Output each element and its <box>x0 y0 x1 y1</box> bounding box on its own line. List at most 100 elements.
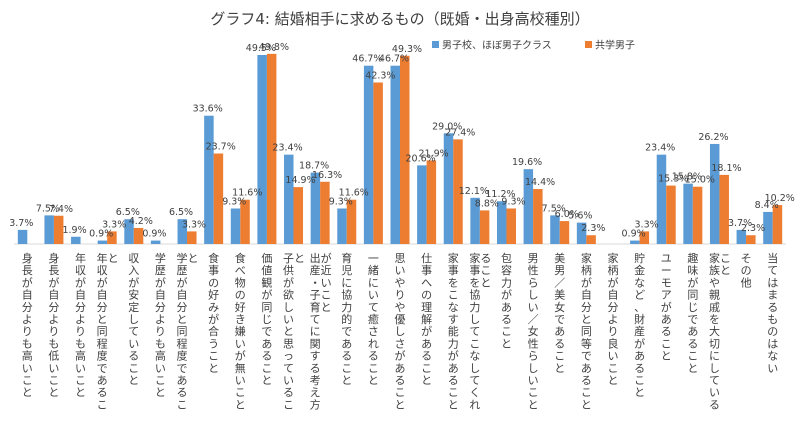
bar-s2-16 <box>426 160 437 244</box>
category-label-18: 家事を協力してこなしてくれること <box>469 251 491 411</box>
data-label-s1-7: 6.5% <box>169 207 193 218</box>
bar-s2-17 <box>453 139 463 244</box>
data-label-s1-16: 20.6% <box>406 153 436 164</box>
legend: 男子校、ほぼ男子クラス 共学男子 <box>432 39 635 52</box>
bar-s1-24 <box>630 240 640 244</box>
bar-s1-7 <box>177 219 188 244</box>
data-label-s2-24: 3.3% <box>635 219 659 230</box>
data-label-s1-5: 6.5% <box>116 207 140 218</box>
data-label-s1-3: 1.9% <box>62 225 86 236</box>
category-label-29: 当てはまるものはない <box>767 251 778 375</box>
category-label-3: 年収が自分よりも高いこと <box>75 251 86 399</box>
data-label-s2-14: 42.3% <box>365 70 395 81</box>
bar-s1-4 <box>97 240 108 244</box>
data-label-s2-19: 9.3% <box>501 196 525 207</box>
data-label-s1-28: 3.7% <box>728 218 752 229</box>
data-label-s2-11: 14.9% <box>285 175 315 186</box>
bar-s2-18 <box>479 210 490 244</box>
bar-s1-27 <box>709 143 720 244</box>
legend-label-2: 共学男子 <box>595 39 635 52</box>
category-labels-group: 身長が自分よりも高いこと 身長が自分よりも低いこと 年収が自分よりも高いこと年収が自… <box>22 251 778 411</box>
legend-swatch-1 <box>432 41 439 48</box>
category-label-21: 美男／美女であること <box>554 252 565 375</box>
bar-s1-13 <box>337 208 347 244</box>
bar-s1-22 <box>576 222 587 244</box>
bar-s1-8 <box>204 115 214 245</box>
data-label-s1-9: 9.3% <box>222 196 246 207</box>
bar-s1-21 <box>550 215 560 244</box>
bar-s1-19 <box>496 201 507 244</box>
bar-s2-14 <box>373 82 383 245</box>
data-label-s2-2: 7.4% <box>49 204 73 215</box>
category-label-22: 家柄が自分と同等であること <box>581 251 592 411</box>
data-label-s2-15: 49.3% <box>392 44 422 55</box>
data-label-s1-1: 3.7% <box>9 218 33 229</box>
data-label-s2-16: 21.9% <box>419 148 449 159</box>
data-label-s2-10: 49.8% <box>259 42 289 53</box>
data-label-s1-2: 7.5% <box>36 203 60 214</box>
data-label-s2-8: 23.7% <box>206 142 236 153</box>
bar-s2-7 <box>187 231 197 244</box>
data-label-s1-27: 26.2% <box>698 132 728 143</box>
category-label-9: 食べ物の好き嫌いが無いこと <box>235 251 246 411</box>
data-label-s1-20: 19.6% <box>512 157 542 168</box>
data-label-s1-24: 0.9% <box>622 229 646 240</box>
category-label-19: 包容力があること <box>501 252 512 350</box>
bars-group <box>17 53 783 245</box>
bar-s2-21 <box>559 221 570 244</box>
data-label-s1-12: 18.7% <box>299 161 329 172</box>
category-label-28: その他 <box>741 252 752 289</box>
bar-s1-10 <box>257 55 267 244</box>
category-label-20: 男性らしい／女性らしいこと <box>528 252 539 411</box>
bar-s2-26 <box>692 186 703 244</box>
data-label-s1-4: 0.9% <box>89 229 113 240</box>
category-label-11: 子供が欲しいと思っていること <box>283 252 305 411</box>
bar-s2-27 <box>719 174 729 244</box>
category-label-26: 趣味が同じであること <box>687 251 698 375</box>
data-label-s2-7: 3.3% <box>182 219 206 230</box>
category-label-12: 出産・子育てに関する考え方が近いこと <box>310 251 332 411</box>
bar-s1-28 <box>736 229 747 244</box>
data-label-s2-12: 16.3% <box>312 170 342 181</box>
category-label-5: 収入が安定していること <box>128 252 139 387</box>
bar-s2-19 <box>506 208 516 244</box>
data-label-s2-4: 3.3% <box>102 219 126 230</box>
data-label-s2-17: 27.4% <box>445 127 475 138</box>
bar-s2-13 <box>346 199 357 244</box>
bar-s1-15 <box>390 65 400 244</box>
data-label-s2-21: 6.0% <box>555 209 579 220</box>
data-label-s2-27: 18.1% <box>711 163 741 174</box>
bar-s1-17 <box>443 133 454 244</box>
bar-s2-11 <box>293 187 304 244</box>
bar-s1-26 <box>683 183 693 244</box>
data-label-s1-25: 23.4% <box>645 143 675 154</box>
data-label-s2-18: 8.8% <box>475 198 499 209</box>
data-label-s2-29: 10.2% <box>765 193 795 204</box>
bar-s2-25 <box>666 185 676 244</box>
data-label-s1-10: 49.5% <box>246 43 276 54</box>
data-label-s1-17: 29.0% <box>432 121 462 132</box>
category-label-8: 食事の好みが合うこと <box>208 251 219 375</box>
bar-s2-12 <box>320 181 330 244</box>
category-label-10: 価値観が同じであること <box>261 252 272 387</box>
category-label-24: 貯金など、財産があること <box>634 252 645 399</box>
data-label-s2-22: 2.3% <box>581 223 605 234</box>
category-label-2: 身長が自分よりも低いこと <box>48 251 59 399</box>
bar-s1-2 <box>44 215 54 244</box>
data-label-s1-21: 7.5% <box>542 203 566 214</box>
data-label-s2-5: 4.2% <box>129 216 153 227</box>
category-label-1: 身長が自分よりも高いこと <box>22 251 33 399</box>
data-label-s1-6: 0.9% <box>142 229 166 240</box>
data-label-s1-13: 9.3% <box>329 196 353 207</box>
bar-s2-4 <box>107 231 117 244</box>
category-label-16: 仕事への理解があること <box>421 252 432 387</box>
data-label-s2-20: 14.4% <box>525 177 555 188</box>
data-label-s2-13: 11.6% <box>339 188 369 199</box>
data-labels-group: 3.7%7.5%7.4%1.9% 0.9%3.3%6.5%4.2%0.9%6.5%… <box>9 42 795 240</box>
bar-s1-14 <box>363 65 374 244</box>
bar-s2-9 <box>240 199 250 244</box>
data-label-s1-18: 12.1% <box>459 186 489 197</box>
data-label-s2-25: 15.3% <box>658 174 688 185</box>
